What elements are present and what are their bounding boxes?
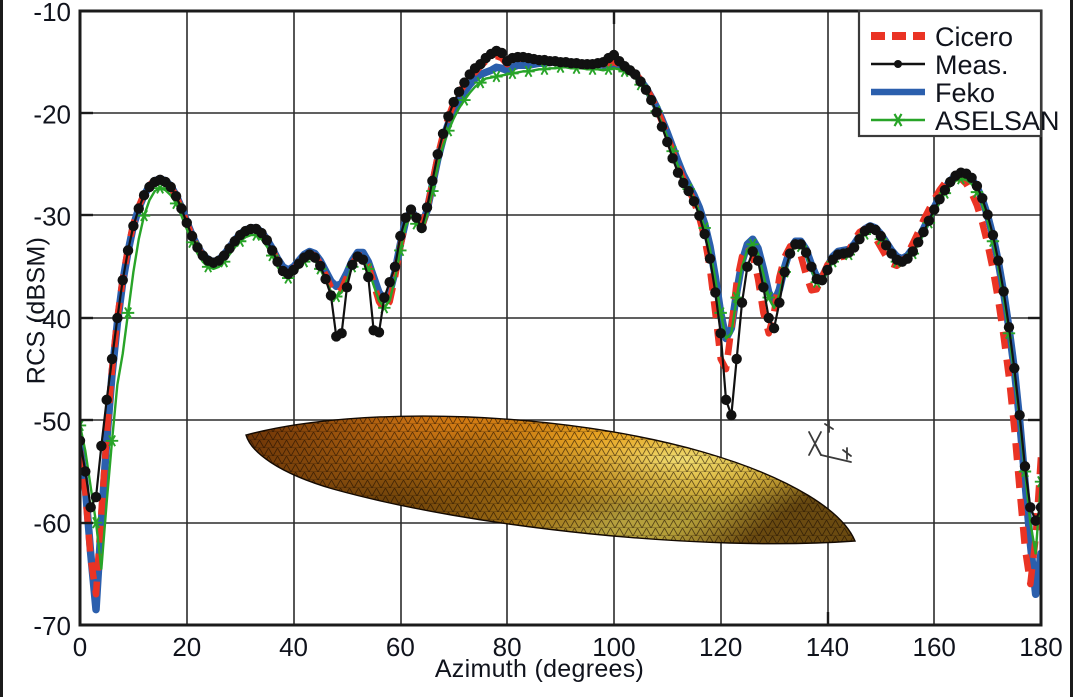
y-tick-label: -30 [33,202,71,232]
series-markers-meas [80,45,1041,526]
legend-marker-dot [894,60,902,68]
x-axis-title: Azimuth (degrees) [434,655,645,683]
x-tick-label: 0 [73,632,87,662]
y-tick-label: -20 [33,99,71,129]
x-tick-label: 80 [493,632,522,662]
y-axis-tick-labels: -10 -20 -30 -40 -50 -60 -70 [33,0,71,641]
coordinate-triad-icon [808,420,852,463]
legend-item[interactable]: Feko [871,78,995,108]
y-tick-label: -40 [33,304,71,334]
legend-label: ASELSAN [935,106,1060,136]
legend-item[interactable]: Meas. [871,50,1009,80]
x-tick-label: 40 [279,632,308,662]
x-tick-label: 60 [386,632,415,662]
legend-item[interactable]: Cicero [871,22,1013,52]
x-axis-tick-labels: 0 20 40 60 80 100 120 140 160 180 [73,632,1063,662]
y-tick-label: -10 [33,0,71,27]
legend-marker-star [891,113,905,127]
tick-marks [80,11,1041,625]
x-tick-label: 20 [172,632,201,662]
x-tick-label: 160 [913,632,956,662]
data-series-group [80,45,1041,614]
y-tick-label: -60 [33,509,71,539]
y-axis-title: RCS (dBSM) [22,236,51,385]
legend-label: Meas. [935,50,1009,80]
x-tick-label: 120 [699,632,742,662]
x-tick-label: 100 [592,632,635,662]
x-tick-label: 180 [1019,632,1062,662]
legend-label: Cicero [935,22,1013,52]
legend-item[interactable]: ASELSAN [871,106,1060,136]
y-tick-label: -70 [33,611,71,641]
x-tick-label: 140 [806,632,849,662]
chart-plot-area: -10 -20 -30 -40 -50 -60 -70 0 20 40 60 80 100 120 140… [33,0,1063,662]
legend-box [857,9,1043,138]
y-tick-label: -50 [33,406,71,436]
legend-label: Feko [935,78,995,108]
